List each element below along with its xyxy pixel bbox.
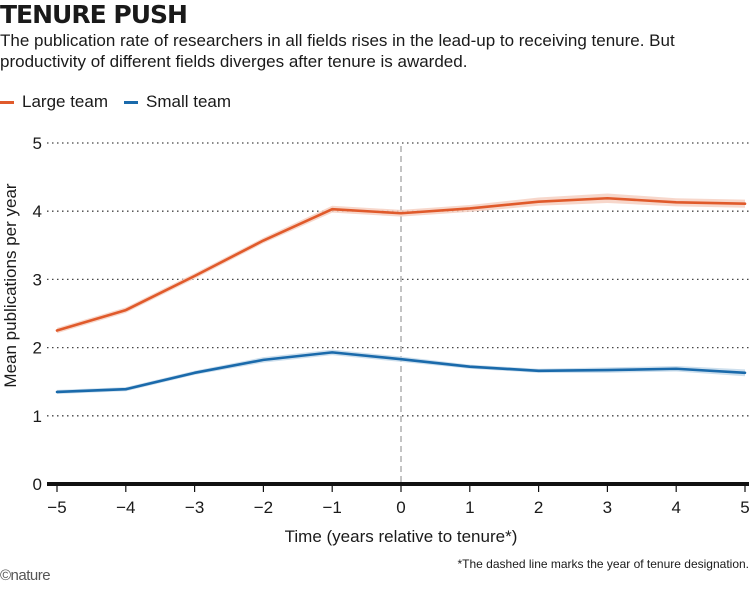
x-tick-label: 4 (671, 498, 680, 517)
publisher-logo: ©nature (0, 567, 51, 584)
y-tick-label: 2 (33, 339, 42, 358)
x-tick-label: 1 (465, 498, 474, 517)
y-axis: 0 1 2 3 4 5 (33, 134, 42, 494)
grid (47, 142, 749, 417)
legend: Large team Small team (0, 92, 247, 112)
x-axis: −5 −4 −3 −2 −1 0 1 2 3 4 5 (47, 482, 750, 517)
series-line-large-team (55, 196, 747, 332)
y-axis-title: Mean publications per year (1, 183, 20, 387)
y-tick-label: 1 (33, 407, 42, 426)
series-lines (55, 196, 747, 394)
y-tick-label: 4 (33, 202, 42, 221)
legend-label-large-team: Large team (22, 92, 108, 111)
x-tick-label: −4 (116, 498, 135, 517)
x-tick-label: 3 (603, 498, 612, 517)
chart-title: TENURE PUSH (0, 0, 188, 29)
footnote: *The dashed line marks the year of tenur… (457, 557, 749, 571)
legend-label-small-team: Small team (146, 92, 232, 111)
y-tick-label: 0 (33, 475, 42, 494)
series-line-small-team (55, 351, 747, 394)
legend-swatch-small-team (124, 100, 138, 104)
legend-item-small-team: Small team (124, 92, 231, 112)
y-tick-label: 3 (33, 270, 42, 289)
x-axis-title: Time (years relative to tenure*) (285, 527, 518, 546)
x-tick-label: −3 (185, 498, 204, 517)
chart-subtitle: The publication rate of researchers in a… (0, 31, 675, 71)
x-tick-label: 0 (396, 498, 405, 517)
x-tick-label: −5 (47, 498, 66, 517)
x-tick-label: −1 (323, 498, 342, 517)
y-tick-label: 5 (33, 134, 42, 153)
legend-swatch-large-team (0, 100, 14, 104)
legend-item-large-team: Large team (0, 92, 108, 112)
x-tick-label: −2 (254, 498, 273, 517)
x-tick-label: 5 (740, 498, 749, 517)
x-tick-label: 2 (534, 498, 543, 517)
